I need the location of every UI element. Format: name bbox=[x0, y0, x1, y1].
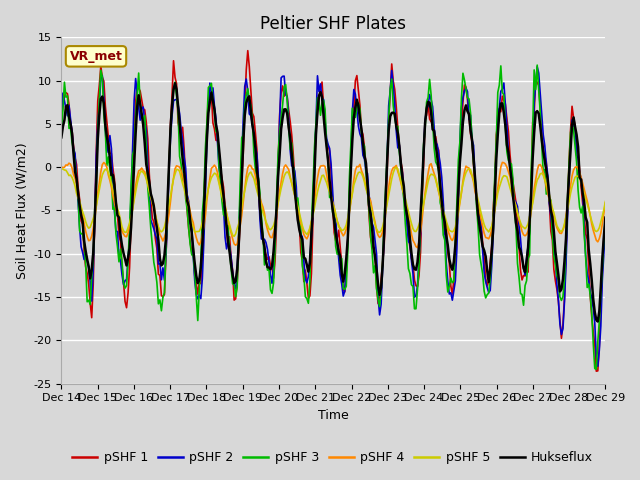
pSHF 4 bbox=[58, 164, 65, 170]
pSHF 1 bbox=[220, 184, 227, 190]
Hukseflux bbox=[248, 121, 256, 127]
Line: pSHF 2: pSHF 2 bbox=[61, 67, 605, 366]
Hukseflux bbox=[124, 255, 132, 261]
Hukseflux bbox=[58, 134, 65, 140]
pSHF 5 bbox=[124, 225, 132, 230]
pSHF 3 bbox=[573, 159, 580, 165]
pSHF 1 bbox=[58, 118, 65, 124]
Y-axis label: Soil Heat Flux (W/m2): Soil Heat Flux (W/m2) bbox=[15, 142, 28, 279]
pSHF 4 bbox=[220, 198, 227, 204]
Hukseflux bbox=[594, 319, 602, 324]
pSHF 5 bbox=[574, 174, 582, 180]
pSHF 2 bbox=[602, 227, 609, 233]
pSHF 3 bbox=[124, 258, 132, 264]
pSHF 4 bbox=[602, 200, 609, 206]
Text: VR_met: VR_met bbox=[70, 50, 122, 63]
Line: Hukseflux: Hukseflux bbox=[61, 83, 605, 322]
Hukseflux bbox=[602, 215, 609, 220]
Hukseflux bbox=[297, 233, 305, 239]
Line: pSHF 1: pSHF 1 bbox=[61, 51, 605, 371]
pSHF 4 bbox=[499, 159, 506, 165]
Line: pSHF 4: pSHF 4 bbox=[61, 162, 605, 248]
pSHF 5 bbox=[392, 165, 400, 170]
pSHF 5 bbox=[297, 216, 305, 222]
pSHF 2 bbox=[296, 221, 303, 227]
pSHF 1 bbox=[238, 179, 246, 185]
pSHF 3 bbox=[593, 366, 600, 372]
pSHF 4 bbox=[574, 166, 582, 171]
pSHF 5 bbox=[230, 233, 238, 239]
pSHF 3 bbox=[247, 102, 255, 108]
pSHF 2 bbox=[573, 152, 580, 158]
pSHF 4 bbox=[296, 213, 303, 219]
X-axis label: Time: Time bbox=[318, 409, 349, 422]
Hukseflux bbox=[573, 132, 580, 138]
Hukseflux bbox=[172, 80, 179, 86]
pSHF 3 bbox=[533, 62, 541, 68]
pSHF 1 bbox=[593, 368, 600, 374]
Title: Peltier SHF Plates: Peltier SHF Plates bbox=[260, 15, 406, 33]
pSHF 2 bbox=[533, 64, 541, 70]
pSHF 5 bbox=[58, 166, 65, 172]
Hukseflux bbox=[239, 140, 247, 146]
Legend: pSHF 1, pSHF 2, pSHF 3, pSHF 4, pSHF 5, Hukseflux: pSHF 1, pSHF 2, pSHF 3, pSHF 4, pSHF 5, … bbox=[67, 446, 598, 469]
pSHF 2 bbox=[247, 113, 255, 119]
pSHF 2 bbox=[220, 204, 227, 209]
pSHF 1 bbox=[124, 290, 132, 296]
pSHF 2 bbox=[58, 121, 65, 127]
pSHF 1 bbox=[602, 225, 609, 230]
pSHF 1 bbox=[248, 110, 256, 116]
pSHF 3 bbox=[58, 125, 65, 131]
pSHF 4 bbox=[247, 163, 255, 168]
pSHF 2 bbox=[124, 255, 132, 261]
pSHF 1 bbox=[244, 48, 252, 54]
pSHF 5 bbox=[220, 199, 227, 204]
pSHF 5 bbox=[239, 195, 247, 201]
pSHF 4 bbox=[124, 230, 132, 236]
Line: pSHF 3: pSHF 3 bbox=[61, 65, 605, 369]
Line: pSHF 5: pSHF 5 bbox=[61, 168, 605, 236]
pSHF 4 bbox=[413, 245, 421, 251]
Hukseflux bbox=[221, 207, 229, 213]
pSHF 1 bbox=[297, 250, 305, 255]
pSHF 3 bbox=[220, 212, 227, 217]
pSHF 2 bbox=[238, 154, 246, 160]
pSHF 2 bbox=[594, 363, 602, 369]
pSHF 1 bbox=[573, 146, 580, 152]
pSHF 5 bbox=[248, 173, 256, 179]
pSHF 3 bbox=[296, 213, 303, 218]
pSHF 4 bbox=[238, 213, 246, 218]
pSHF 5 bbox=[602, 199, 609, 204]
pSHF 3 bbox=[602, 216, 609, 222]
pSHF 3 bbox=[238, 135, 246, 141]
